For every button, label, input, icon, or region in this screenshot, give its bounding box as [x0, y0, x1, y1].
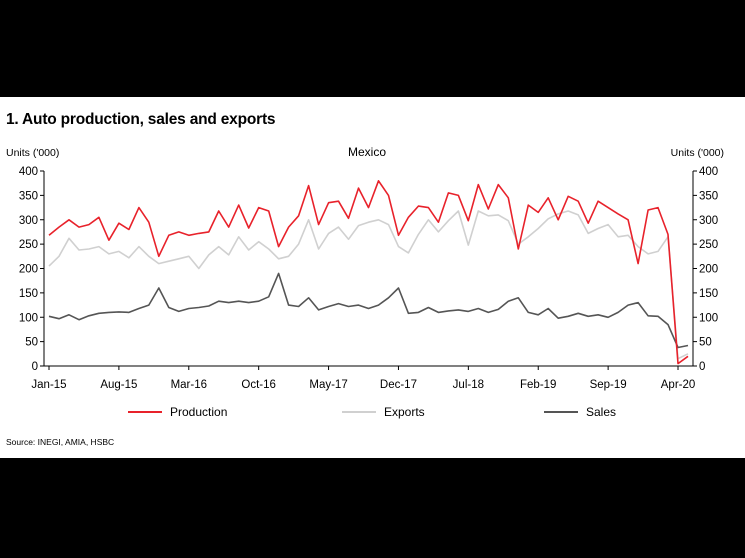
- y-tick-label-right: 250: [699, 239, 718, 251]
- y-tick-label-left: 350: [19, 190, 38, 202]
- legend-label-sales: Sales: [586, 405, 616, 419]
- axes: [43, 171, 694, 367]
- y-axis-label-right: Units ('000): [671, 147, 724, 159]
- y-tick-label-right: 350: [699, 190, 718, 202]
- y-tick-label-right: 100: [699, 312, 718, 324]
- series-line-sales: [48, 272, 689, 349]
- x-tick-label: Oct-16: [241, 379, 276, 391]
- figure-title: 1. Auto production, sales and exports: [6, 111, 276, 128]
- y-tick-label-left: 100: [19, 312, 38, 324]
- y-tick-label-right: 150: [699, 288, 718, 300]
- legend-label-exports: Exports: [384, 405, 425, 419]
- y-tick-label-left: 250: [19, 239, 38, 251]
- y-tick-label-right: 400: [699, 166, 718, 178]
- source-note: Source: INEGI, AMIA, HSBC: [6, 437, 115, 447]
- chart-title: Mexico: [348, 145, 386, 159]
- series-lines: [48, 180, 689, 365]
- figure-panel: 1. Auto production, sales and exports Me…: [0, 97, 745, 458]
- y-tick-label-left: 0: [32, 361, 38, 373]
- line-chart: Mexico Units ('000) Units ('000) 0 50 100 1…: [6, 145, 724, 419]
- series-line-exports: [48, 210, 689, 360]
- x-tick-label: Sep-19: [590, 379, 627, 391]
- x-tick-label: Feb-19: [520, 379, 556, 391]
- x-tick-label: Jan-15: [31, 379, 66, 391]
- y-axis-label-left: Units ('000): [6, 147, 59, 159]
- y-tick-label-left: 150: [19, 288, 38, 300]
- y-ticks-left: 0 50 100 150 200 250 300 350 400: [19, 166, 44, 373]
- legend: Production Exports Sales: [128, 405, 616, 419]
- y-tick-label-left: 400: [19, 166, 38, 178]
- y-tick-label-right: 300: [699, 215, 718, 227]
- y-tick-label-left: 50: [25, 337, 38, 349]
- x-tick-label: May-17: [309, 379, 347, 391]
- y-tick-label-right: 50: [699, 337, 712, 349]
- y-tick-label-right: 200: [699, 264, 718, 276]
- x-tick-label: Jul-18: [453, 379, 484, 391]
- x-tick-label: Dec-17: [380, 379, 417, 391]
- x-tick-label: Apr-20: [661, 379, 696, 391]
- series-line-production: [48, 180, 689, 365]
- x-tick-label: Mar-16: [171, 379, 207, 391]
- y-ticks-right: 0 50 100 150 200 250 300 350 400: [693, 166, 718, 373]
- x-tick-label: Aug-15: [100, 379, 137, 391]
- legend-label-production: Production: [170, 405, 227, 419]
- y-tick-label-right: 0: [699, 361, 705, 373]
- y-tick-label-left: 300: [19, 215, 38, 227]
- y-tick-label-left: 200: [19, 264, 38, 276]
- x-ticks: Jan-15 Aug-15 Mar-16 Oct-16 May-17 Dec-17 Jul-…: [31, 366, 695, 391]
